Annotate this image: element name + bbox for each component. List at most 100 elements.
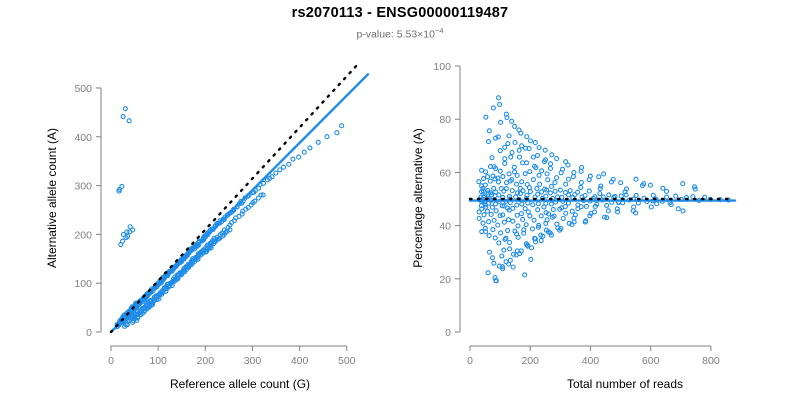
data-point <box>508 154 514 160</box>
data-point <box>503 186 509 192</box>
data-point <box>501 203 507 209</box>
data-point <box>497 148 503 154</box>
data-point <box>489 155 495 161</box>
data-point <box>176 273 182 279</box>
data-point <box>550 207 556 213</box>
data-point <box>493 278 499 284</box>
data-point <box>673 193 679 199</box>
data-point <box>513 194 519 200</box>
data-point <box>181 267 187 273</box>
data-point <box>505 228 511 234</box>
data-point <box>227 227 233 233</box>
data-point <box>483 204 489 210</box>
data-point <box>492 135 499 141</box>
data-point <box>339 123 345 129</box>
data-point <box>680 181 686 187</box>
regression-line <box>109 73 370 334</box>
data-point <box>135 309 141 315</box>
data-point <box>530 177 536 183</box>
data-point <box>513 181 520 187</box>
data-point <box>476 179 482 185</box>
data-point <box>492 176 498 182</box>
data-point <box>523 160 530 166</box>
data-point <box>559 166 566 172</box>
data-point <box>535 191 541 197</box>
data-point <box>527 138 534 144</box>
data-point <box>480 188 486 194</box>
data-point <box>523 241 529 247</box>
p-value-exponent: −4 <box>434 26 444 35</box>
y-axis-tick-label: 100 <box>433 61 451 73</box>
data-point <box>583 218 589 224</box>
data-point <box>540 233 546 239</box>
data-point <box>516 147 522 153</box>
data-point <box>512 139 518 146</box>
data-point <box>499 203 505 209</box>
data-point <box>301 149 307 155</box>
data-point <box>588 210 594 216</box>
data-point <box>483 114 489 120</box>
data-point <box>522 272 528 278</box>
data-point <box>534 153 540 159</box>
x-axis-tick-label: 400 <box>582 355 600 367</box>
data-point <box>535 207 541 213</box>
data-point <box>560 215 566 222</box>
data-point <box>315 139 321 145</box>
figure-subtitle: p-value: 5.53×10−4 <box>0 26 800 41</box>
data-point <box>531 217 537 223</box>
data-point <box>542 157 549 163</box>
data-point <box>486 128 492 134</box>
data-point <box>511 164 517 170</box>
data-point <box>273 170 279 176</box>
data-point <box>490 227 496 233</box>
y-axis-tick-label: 400 <box>74 132 92 144</box>
data-point <box>583 203 589 210</box>
data-point <box>648 204 654 210</box>
data-point <box>572 192 578 198</box>
data-point <box>623 192 629 198</box>
data-point <box>578 184 584 190</box>
data-point <box>476 209 482 215</box>
data-point <box>524 192 530 198</box>
data-point <box>178 270 184 276</box>
data-point <box>601 214 608 220</box>
x-axis-tick-label: 0 <box>108 355 114 367</box>
p-value-text: p-value: 5.53×10 <box>356 28 435 41</box>
data-point <box>485 219 492 225</box>
data-point <box>565 176 571 182</box>
data-point <box>510 251 517 257</box>
data-point <box>493 208 499 214</box>
data-point <box>324 134 330 140</box>
data-point <box>532 236 538 242</box>
data-point <box>126 318 132 324</box>
data-point <box>269 174 275 180</box>
data-point <box>519 143 525 149</box>
data-point <box>506 171 512 177</box>
data-point <box>527 169 533 175</box>
data-point <box>501 247 507 253</box>
data-point <box>641 181 647 187</box>
data-point <box>528 256 534 262</box>
data-point <box>569 208 575 214</box>
data-point <box>239 211 245 217</box>
data-point <box>545 177 551 183</box>
data-point <box>515 223 521 229</box>
x-axis-tick-label: 500 <box>338 355 356 367</box>
data-point <box>517 190 524 196</box>
data-point <box>183 266 189 273</box>
data-point <box>509 149 515 156</box>
data-point <box>571 215 577 221</box>
data-point <box>505 141 511 147</box>
data-point <box>499 253 505 259</box>
data-point <box>514 248 520 254</box>
x-axis-title: Total number of reads <box>566 377 684 391</box>
x-axis-tick-label: 100 <box>149 355 167 367</box>
data-point <box>491 260 497 266</box>
x-axis-title: Reference allele count (G) <box>169 377 311 391</box>
data-point <box>601 171 607 177</box>
data-point <box>551 213 557 219</box>
x-axis-tick-label: 400 <box>291 355 309 367</box>
data-point <box>497 213 503 219</box>
data-point <box>524 134 530 140</box>
data-point <box>600 194 606 200</box>
